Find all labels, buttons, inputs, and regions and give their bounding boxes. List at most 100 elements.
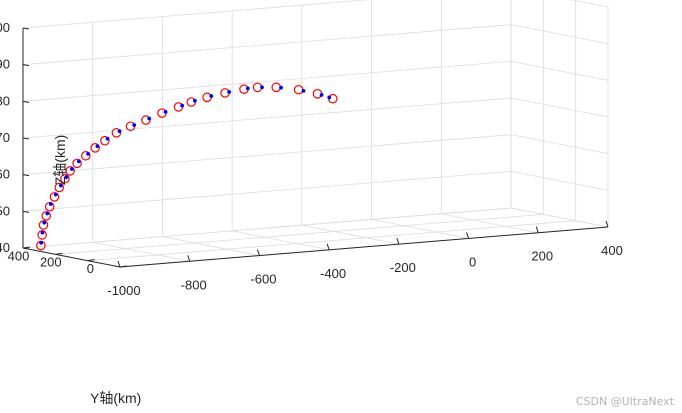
data-point: [147, 116, 152, 121]
data-point: [95, 144, 100, 149]
x-tick-mark: [187, 255, 191, 262]
x-tick-mark: [256, 249, 260, 256]
x-tick-mark: [117, 260, 121, 268]
data-point: [54, 182, 65, 193]
watermark: CSDN @UltraNext: [575, 395, 674, 408]
data-point: [76, 159, 81, 164]
y-tick-label: 0: [87, 261, 94, 276]
data-point: [117, 129, 122, 134]
data-point: [45, 211, 50, 216]
x-tick-label: -1000: [107, 283, 140, 298]
z-axis-label: Z轴(km): [52, 135, 68, 186]
side-wall-grid-z: [510, 60, 609, 81]
data-point: [72, 158, 82, 169]
data-point: [48, 202, 53, 206]
axes-frame: [22, 28, 609, 268]
data-point: [41, 211, 52, 221]
data-point: [90, 143, 100, 153]
y-tick-label: 200: [40, 255, 62, 270]
z-tick-mark: [22, 210, 30, 213]
z-tick-label: 940: [0, 240, 10, 255]
z-tick-mark: [22, 64, 30, 67]
z-tick-label: 950: [0, 203, 10, 218]
data-point: [327, 95, 332, 100]
data-point: [163, 109, 168, 114]
x-tick-label: -600: [250, 272, 276, 287]
data-point: [100, 135, 110, 146]
floor-grid-y: [87, 220, 576, 262]
data-point: [245, 86, 250, 91]
side-wall-grid-z: [510, 207, 609, 228]
back-wall-grid-z: [22, 24, 512, 66]
z-tick-label: 990: [0, 57, 10, 72]
data-point: [60, 173, 70, 184]
data-point: [279, 85, 283, 90]
z-tick-mark: [22, 137, 30, 140]
data-point: [64, 175, 69, 180]
x-tick-label: -400: [320, 266, 346, 281]
z-tick-label: 970: [0, 130, 10, 145]
x-axis-line: [119, 226, 609, 268]
data-point: [80, 150, 91, 161]
data-point: [49, 192, 60, 202]
back-wall-grid-z: [22, 207, 512, 249]
floor-grid-x: [301, 224, 399, 245]
z-tick-mark: [22, 247, 30, 250]
data-point: [58, 183, 63, 188]
floor-grid-x: [232, 230, 330, 251]
floor-grid-y: [55, 213, 544, 255]
x-tick-mark: [605, 220, 609, 228]
y-tick-mark: [119, 265, 128, 268]
data-point: [37, 230, 47, 240]
side-wall-grid-z: [510, 24, 609, 45]
side-wall-grid-z: [570, 0, 609, 8]
x-tick-mark: [326, 243, 330, 251]
side-wall-grid-z: [510, 134, 609, 155]
x-tick-label: 400: [601, 243, 623, 258]
z-tick-mark: [22, 174, 30, 177]
floor-grid-x: [92, 241, 190, 262]
floor-grid-x: [162, 236, 260, 256]
grid-lines: [22, 0, 609, 268]
back-wall-grid-z: [22, 170, 512, 212]
back-wall-grid-z: [22, 134, 512, 176]
data-point: [105, 136, 110, 141]
data-point: [69, 167, 74, 171]
z-tick-mark: [22, 100, 30, 103]
data-point: [132, 123, 137, 127]
data-point: [111, 128, 122, 138]
series-dot: [39, 85, 332, 245]
data-point: [227, 90, 232, 94]
x-tick-label: -800: [181, 277, 207, 292]
z-tick-mark: [22, 27, 30, 30]
back-wall-grid-z: [22, 0, 370, 29]
data-point: [301, 88, 306, 93]
side-wall-grid-z: [510, 97, 609, 118]
floor-grid-x: [441, 213, 539, 234]
data-point: [319, 93, 324, 97]
y-axis-label: Y轴(km): [90, 390, 141, 406]
x-tick-label: 0: [469, 254, 476, 269]
data-point: [40, 230, 45, 235]
back-wall-grid-z: [22, 60, 512, 102]
z-tick-label: 960: [0, 167, 10, 182]
x-tick-label: -200: [390, 260, 416, 275]
data-series: [36, 82, 338, 251]
z-tick-label: 1000: [0, 20, 10, 35]
data-point: [260, 85, 264, 90]
side-wall-grid-z: [510, 170, 609, 191]
y-tick-mark: [87, 259, 95, 262]
z-tick-label: 980: [0, 93, 10, 108]
back-wall-grid-z: [22, 97, 512, 139]
data-point: [39, 240, 44, 245]
data-point: [38, 220, 49, 230]
data-point: [192, 98, 197, 103]
data-point: [53, 192, 58, 197]
data-point: [65, 166, 75, 176]
series-circle-open: [36, 82, 338, 251]
y-axis-line: [22, 247, 121, 268]
x-tick-mark: [396, 237, 400, 245]
x-tick-mark: [466, 232, 470, 239]
data-point: [42, 220, 47, 225]
